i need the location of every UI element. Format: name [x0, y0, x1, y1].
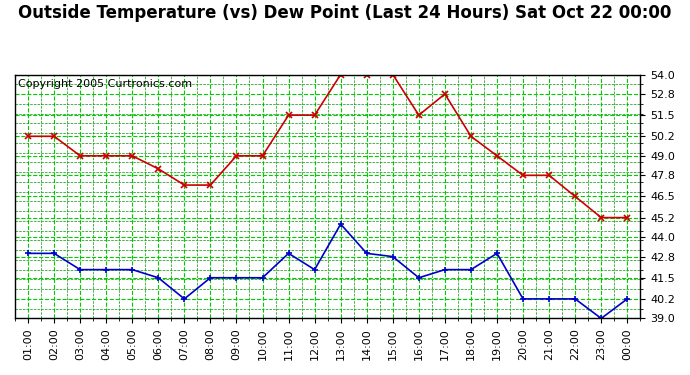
Text: Copyright 2005 Curtronics.com: Copyright 2005 Curtronics.com: [18, 80, 193, 89]
Text: Outside Temperature (vs) Dew Point (Last 24 Hours) Sat Oct 22 00:00: Outside Temperature (vs) Dew Point (Last…: [19, 4, 671, 22]
